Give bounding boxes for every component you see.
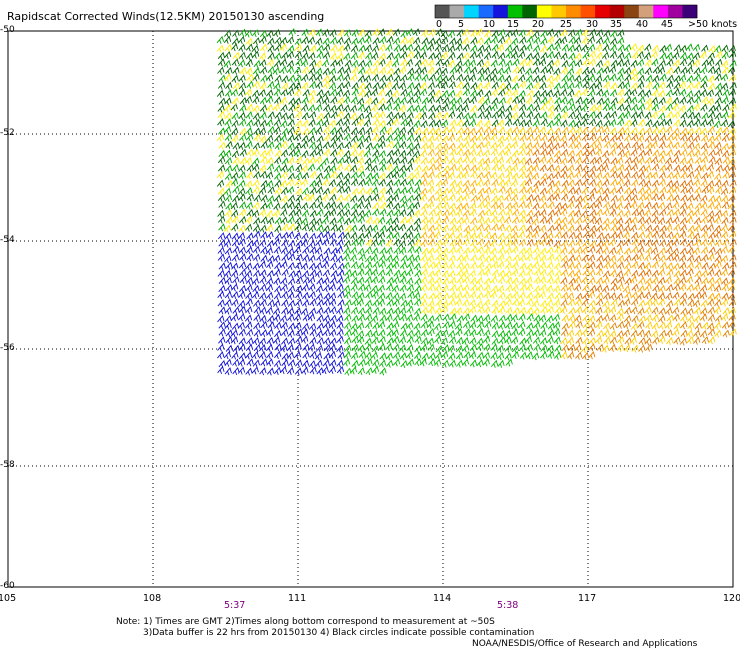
note-line-1: Note: 1) Times are GMT 2)Times along bot… <box>116 617 495 627</box>
legend-label: >50 knots <box>688 19 738 30</box>
legend-swatch <box>667 5 683 18</box>
legend-label: 5 <box>458 19 465 30</box>
legend-swatch <box>551 5 567 18</box>
legend-label: 20 <box>532 19 545 30</box>
legend-swatch <box>435 5 450 18</box>
latitude-label: -52 <box>0 128 15 138</box>
legend-swatch <box>522 5 538 18</box>
wind-barb-group <box>420 125 730 249</box>
map-title: Rapidscat Corrected Winds(12.5KM) 201501… <box>7 10 325 23</box>
legend-swatch <box>507 5 523 18</box>
time-label-1: 5:37 <box>224 600 246 611</box>
legend-swatch <box>449 5 465 18</box>
legend-swatch <box>478 5 494 18</box>
wind-barb-group <box>560 298 737 360</box>
wind-barbs <box>216 28 737 376</box>
longitude-label: 111 <box>288 593 307 604</box>
latitude-label: -58 <box>0 460 15 470</box>
legend-swatch <box>682 5 698 18</box>
legend-swatch <box>638 5 654 18</box>
legend-swatch <box>609 5 625 18</box>
wind-barb-group <box>524 133 737 301</box>
latitude-label: -56 <box>0 343 15 353</box>
wind-barb-group <box>560 298 737 360</box>
legend-label: 10 <box>483 19 496 30</box>
legend-swatch <box>580 5 596 18</box>
legend-swatch <box>624 5 640 18</box>
latitude-label: -50 <box>0 25 15 35</box>
longitude-label: 105 <box>0 593 17 604</box>
wind-barb-group <box>342 245 562 376</box>
legend-label: 40 <box>636 19 649 30</box>
wind-speed-legend <box>434 4 698 19</box>
latitude-label: -54 <box>0 235 15 245</box>
credit-line: NOAA/NESDIS/Office of Research and Appli… <box>472 639 698 649</box>
latitude-label: -60 <box>0 581 15 591</box>
wind-barb-group <box>216 28 737 249</box>
legend-swatch <box>493 5 509 18</box>
note-line-2: 3)Data buffer is 22 hrs from 20150130 4)… <box>143 628 535 638</box>
legend-label: 35 <box>610 19 623 30</box>
legend-swatch <box>653 5 669 18</box>
longitude-label: 120 <box>723 593 740 604</box>
wind-barb-group <box>216 28 737 316</box>
legend-label: 0 <box>436 19 443 30</box>
longitude-label: 108 <box>143 593 162 604</box>
legend-swatch <box>566 5 581 18</box>
legend-label: 45 <box>661 19 674 30</box>
legend-swatch <box>464 5 479 18</box>
legend-label: 30 <box>586 19 599 30</box>
wind-barb-group <box>217 230 345 376</box>
legend-swatch <box>536 5 552 18</box>
wind-barb-group <box>419 125 736 248</box>
legend-label: 25 <box>560 19 573 30</box>
legend-swatch <box>595 5 610 18</box>
legend-label: 15 <box>507 19 520 30</box>
longitude-label: 114 <box>433 593 452 604</box>
longitude-label: 117 <box>578 593 597 604</box>
time-label-2: 5:38 <box>497 600 519 611</box>
